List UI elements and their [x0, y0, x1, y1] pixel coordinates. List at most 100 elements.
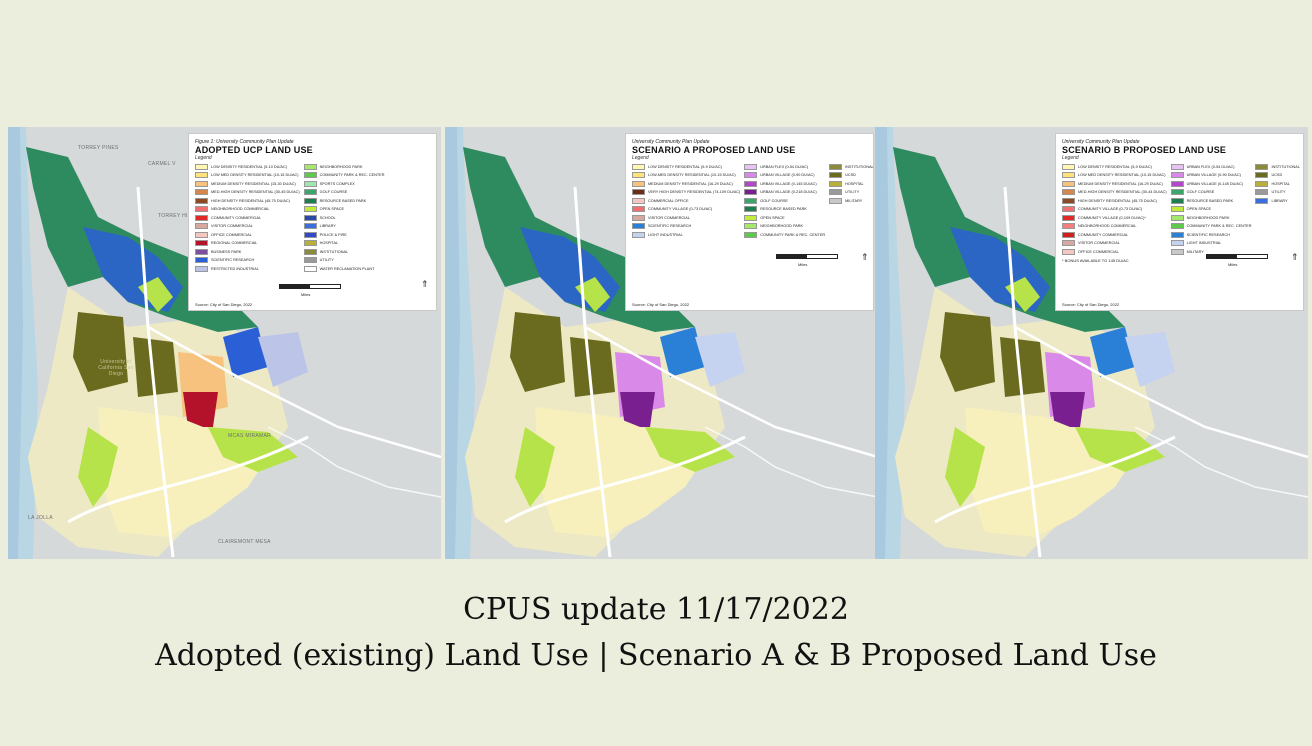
legend-swatch	[1062, 231, 1075, 238]
legend-item-label: POLICE & FIRE	[319, 232, 347, 237]
legend-item: COMMUNITY COMMERCIAL	[1062, 231, 1167, 239]
legend-item-label: COMMUNITY COMMERCIAL	[211, 215, 262, 220]
legend-columns: LOW DENSITY RESIDENTIAL (5-10 DU/AC) LOW…	[195, 163, 430, 273]
legend-item: COMMUNITY VILLAGE (0-73 DU/AC)	[632, 206, 740, 214]
legend-swatch	[195, 180, 208, 187]
legend-item-label: NEIGHBORHOOD PARK	[760, 224, 804, 229]
legend-swatch	[1255, 180, 1269, 187]
legend-item: VISITOR COMMERCIAL	[632, 214, 740, 222]
legend-item-label: LOW DENSITY RESIDENTIAL (5-9 DU/AC)	[648, 164, 722, 169]
legend-item-label: INSTITUTIONAL	[1271, 164, 1300, 169]
legend-item: RESTRICTED INDUSTRIAL	[195, 265, 300, 273]
legend-item-label: SCHOOL	[319, 215, 336, 220]
legend-swatch	[195, 189, 208, 196]
legend-title: SCENARIO B PROPOSED LAND USE	[1062, 145, 1227, 155]
legend-swatch	[1062, 180, 1075, 187]
legend-item-label: MEDIUM DENSITY RESIDENTIAL (16-29 DU/AC)	[1078, 181, 1163, 186]
legend-item: BUSINESS PARK	[195, 248, 300, 256]
legend-item: HOSPITAL	[1255, 180, 1299, 188]
legend-swatch	[195, 223, 208, 230]
legend-swatch	[303, 248, 317, 255]
adopted-land-use-map: TORREY PINES CARMEL V TORREY HILL Universit…	[8, 127, 441, 559]
legend-item: LOW DENSITY RESIDENTIAL (5-9 DU/AC)	[632, 163, 740, 171]
legend-item: MED-HIGH DENSITY RESIDENTIAL (30-45 DU/A…	[195, 189, 300, 197]
legend-item: SCIENTIFIC RESEARCH	[1170, 231, 1252, 239]
legend-note: * BONUS AVAILABLE TO 145 DU/AC	[1062, 257, 1129, 263]
legend-item-label: OPEN SPACE	[319, 207, 345, 212]
legend-item-label: UCSD	[1271, 173, 1283, 178]
legend-swatch	[303, 231, 317, 238]
legend-item: VISITOR COMMERCIAL	[1062, 240, 1167, 248]
legend-swatch	[1170, 223, 1184, 230]
legend-item-label: OFFICE COMMERCIAL	[1078, 249, 1119, 254]
legend-swatch	[744, 206, 758, 213]
legend-item-label: COMMUNITY PARK & REC. CENTER	[760, 232, 826, 237]
legend-item: VISITOR COMMERCIAL	[195, 223, 300, 231]
legend-swatch	[744, 163, 758, 170]
legend-item: MEDIUM DENSITY RESIDENTIAL (15-30 DU/AC)	[195, 180, 300, 188]
legend-swatch	[632, 197, 645, 204]
legend-swatch	[303, 265, 317, 272]
legend-item: NEIGHBORHOOD COMMERCIAL	[1062, 223, 1167, 231]
legend-swatch	[744, 223, 758, 230]
legend-figure-label: University Community Plan Update	[632, 139, 710, 145]
legend-item-label: NEIGHBORHOOD COMMERCIAL	[211, 207, 270, 212]
legend-swatch	[632, 206, 645, 213]
legend-column: URBAN FLEX (0-54 DU/AC) URBAN VILLAGE (0…	[744, 163, 825, 239]
legend-column: INSTITUTIONAL UCSD HOSPITAL UTILITY LIBR…	[1255, 163, 1300, 256]
legend-swatch	[632, 231, 645, 238]
legend-swatch	[195, 214, 208, 221]
legend-item-label: NEIGHBORHOOD PARK	[319, 164, 363, 169]
legend-item-label: COMMUNITY COMMERCIAL	[1078, 232, 1129, 237]
legend-source: Source: City of San Diego, 2022	[195, 302, 253, 307]
legend-item-label: LOW MED DENSITY RESIDENTIAL (10-15 DU/AC…	[1078, 173, 1166, 178]
legend-item: VERY HIGH DENSITY RESIDENTIAL (74-109 DU…	[632, 189, 740, 197]
legend-swatch	[195, 163, 208, 170]
legend-swatch	[195, 240, 208, 247]
legend-swatch	[632, 180, 645, 187]
map-legend: University Community Plan Update SCENARI…	[625, 133, 874, 311]
north-arrow-icon: ⇑	[1291, 252, 1299, 262]
legend-item: COMMUNITY PARK & REC. CENTER	[1170, 223, 1251, 231]
legend-item: MEDIUM DENSITY RESIDENTIAL (16-29 DU/AC)	[1062, 180, 1167, 188]
legend-item: URBAN VILLAGE (0-145 DU/AC)	[744, 180, 825, 188]
legend-item: LIBRARY	[1255, 197, 1299, 205]
legend-item: SCIENTIFIC RESEARCH	[195, 257, 300, 265]
legend-swatch	[1062, 197, 1075, 204]
legend-item-label: LOW-MED DENSITY RESIDENTIAL (10-15 DU/AC…	[648, 173, 736, 178]
legend-swatch	[1062, 189, 1075, 196]
legend-item-label: URBAN VILLAGE (0-145 DU/AC)	[760, 181, 817, 186]
legend-item: RESOURCE BASED PARK	[1170, 197, 1252, 205]
legend-item: NEIGHBORHOOD PARK	[303, 163, 385, 171]
legend-swatch	[632, 163, 645, 170]
legend-item: MILITARY	[1170, 248, 1252, 256]
legend-item-label: VISITOR COMMERCIAL	[1078, 241, 1120, 246]
legend-swatch	[195, 206, 208, 213]
legend-item: INSTITUTIONAL	[829, 163, 874, 171]
map-place-label: MCAS MIRAMAR	[228, 433, 272, 439]
legend-item: HIGH DENSITY RESIDENTIAL (45-75 DU/AC)	[195, 197, 300, 205]
legend-item-label: COMMUNITY VILLAGE (0-73 DU/AC)	[648, 207, 713, 212]
legend-item-label: LIBRARY	[1271, 198, 1288, 203]
legend-heading: Legend	[1062, 155, 1079, 161]
legend-item: LIBRARY	[303, 223, 385, 231]
legend-swatch	[1255, 163, 1269, 170]
legend-swatch	[1062, 172, 1075, 179]
legend-swatch	[1170, 180, 1184, 187]
legend-column: LOW DENSITY RESIDENTIAL (5-9 DU/AC) LOW …	[1062, 163, 1167, 256]
map-legend: Figure 1: University Community Plan Upda…	[188, 133, 437, 311]
legend-swatch	[1062, 240, 1075, 247]
legend-item-label: MED-HIGH DENSITY RESIDENTIAL (30-44 DU/A…	[1078, 190, 1167, 195]
legend-item: MED-HIGH DENSITY RESIDENTIAL (30-44 DU/A…	[1062, 189, 1167, 197]
legend-item-label: OFFICE COMMERCIAL	[211, 232, 252, 237]
legend-item: UCSD	[829, 172, 873, 180]
legend-item-label: BUSINESS PARK	[211, 249, 242, 254]
legend-item-label: MILITARY	[1186, 249, 1204, 254]
legend-item-label: LOW MED DENSITY RESIDENTIAL (10-15 DU/AC…	[211, 173, 299, 178]
legend-item-label: GOLF COURSE	[1186, 190, 1215, 195]
legend-item: NEIGHBORHOOD PARK	[1170, 214, 1252, 222]
legend-item: COMMUNITY VILLAGE (0-73 DU/AC)	[1062, 206, 1167, 214]
legend-item: MILITARY	[829, 197, 873, 205]
legend-item-label: UTILITY	[1271, 190, 1286, 195]
legend-item-label: COMMUNITY PARK & REC. CENTER	[319, 173, 385, 178]
